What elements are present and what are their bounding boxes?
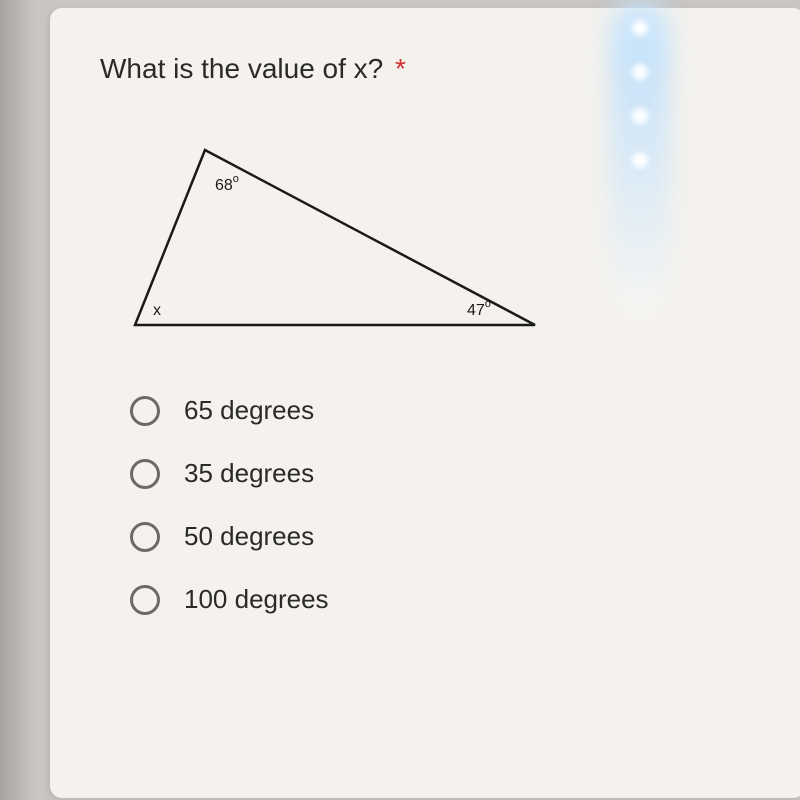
- svg-text:68o: 68o: [215, 173, 239, 194]
- option-label: 100 degrees: [184, 584, 329, 615]
- triangle-figure: 68o 47o x: [115, 140, 755, 345]
- question-text-row: What is the value of x? *: [100, 53, 755, 85]
- radio-icon[interactable]: [130, 459, 160, 489]
- radio-icon[interactable]: [130, 396, 160, 426]
- svg-text:47o: 47o: [467, 298, 491, 319]
- option-label: 35 degrees: [184, 458, 314, 489]
- svg-text:x: x: [153, 302, 161, 319]
- option-label: 50 degrees: [184, 521, 314, 552]
- option-50[interactable]: 50 degrees: [130, 521, 755, 552]
- question-text: What is the value of x?: [100, 53, 383, 84]
- options-group[interactable]: 65 degrees 35 degrees 50 degrees 100 deg…: [130, 395, 755, 615]
- option-100[interactable]: 100 degrees: [130, 584, 755, 615]
- option-65[interactable]: 65 degrees: [130, 395, 755, 426]
- page-edge-shadow: [0, 0, 35, 800]
- triangle-svg: 68o 47o x: [115, 140, 555, 340]
- required-asterisk: *: [395, 53, 406, 84]
- option-35[interactable]: 35 degrees: [130, 458, 755, 489]
- question-card: What is the value of x? * 68o 47o x 65 deg…: [50, 8, 800, 798]
- option-label: 65 degrees: [184, 395, 314, 426]
- radio-icon[interactable]: [130, 522, 160, 552]
- radio-icon[interactable]: [130, 585, 160, 615]
